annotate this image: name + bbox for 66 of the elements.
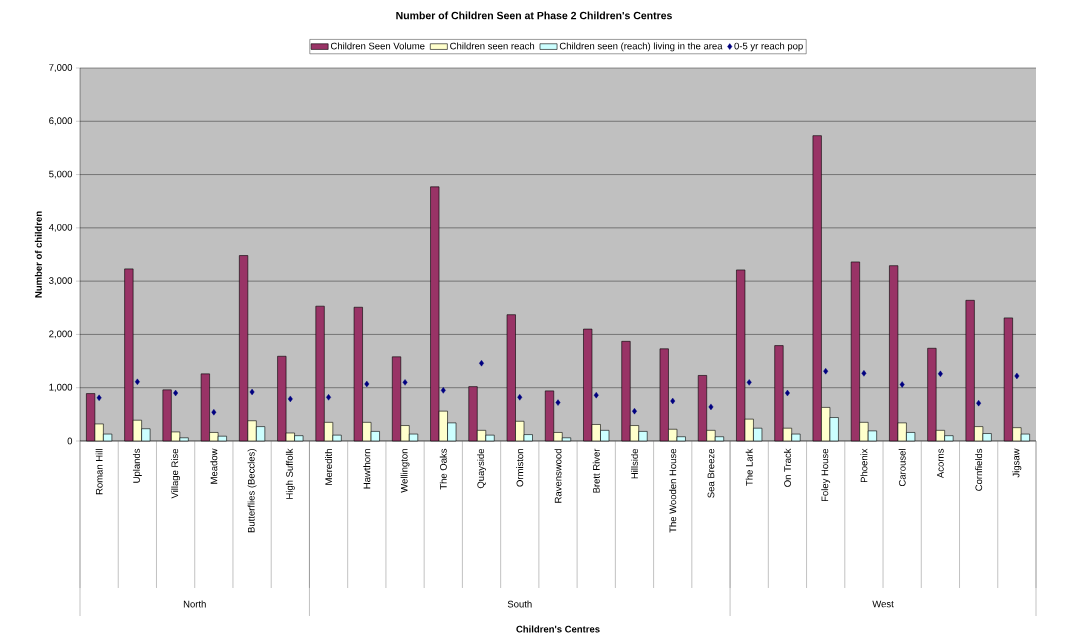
point <box>823 367 829 375</box>
point <box>784 389 790 397</box>
y-tick-label: 1,000 <box>49 383 73 392</box>
text: North <box>183 600 206 608</box>
text: Children's Centres <box>516 625 600 633</box>
y-tick-label: 5,000 <box>49 170 73 179</box>
y-tick-label: 7,000 <box>49 64 73 72</box>
y-axis-title: Number of children <box>34 211 42 298</box>
x-tick-label: Acorns <box>937 448 944 479</box>
point <box>287 395 293 403</box>
point <box>326 394 332 401</box>
y-tick-label: 2,000 <box>49 330 73 339</box>
y-tick-label: 6,000 <box>49 117 73 126</box>
x-tick-label: Sea Breeze <box>707 448 715 498</box>
point <box>670 397 676 405</box>
y-tick-label: 4,000 <box>48 223 73 232</box>
point <box>746 379 752 386</box>
x-tick-label: Phoenix <box>860 448 868 483</box>
x-tick-label: The Oaks <box>439 448 447 490</box>
point <box>134 378 140 386</box>
x-tick-label: Quayside <box>477 448 486 489</box>
point <box>899 381 905 388</box>
x-tick-label: Village Rise <box>171 448 181 499</box>
text: South <box>507 600 532 608</box>
chart-title: Number of Children Seen at Phase 2 Children's Centres <box>396 11 672 20</box>
point <box>96 394 102 402</box>
point <box>708 403 714 411</box>
point <box>1014 372 1020 380</box>
point <box>440 387 446 394</box>
x-tick-label: Cornfields <box>975 448 983 491</box>
x-tick-label: Meadow <box>210 448 218 484</box>
y-tick-label: 0 <box>67 437 73 445</box>
x-tick-label: Butterflies (Beccles) <box>247 449 257 533</box>
legend-label: Children seen (reach) living in the area <box>559 42 723 52</box>
text: West <box>872 600 894 608</box>
legend-label: Children seen reach <box>450 42 535 50</box>
point <box>861 370 867 377</box>
x-tick-label: The Wooden House <box>669 448 677 533</box>
x-tick-label: Brett River <box>592 448 600 493</box>
point <box>517 394 523 401</box>
point <box>976 399 982 407</box>
point <box>555 399 561 406</box>
x-tick-label: The Lark <box>745 448 753 486</box>
point <box>211 409 217 416</box>
x-tick-label: Meredith <box>325 449 333 485</box>
legend-label: Children Seen Volume <box>330 42 425 50</box>
legend-label: 0-5 yr reach pop <box>734 42 803 52</box>
point <box>593 391 599 399</box>
x-tick-label: High Suffolk <box>285 448 295 499</box>
point <box>364 380 370 388</box>
x-tick-label: Foley House <box>821 448 831 502</box>
point <box>402 379 408 386</box>
x-tick-label: Hillside <box>630 448 638 479</box>
point <box>937 370 943 378</box>
x-tick-label: Uplands <box>132 448 142 483</box>
x-tick-label: Carousel <box>898 449 906 487</box>
x-tick-label: Hawthorn <box>363 449 371 489</box>
x-tick-label: Roman Hill <box>95 449 103 495</box>
y-tick-label: 3,000 <box>49 277 73 286</box>
x-tick-label: On Track <box>783 448 791 487</box>
point <box>249 388 255 396</box>
x-tick-label: Jigsaw <box>1012 448 1022 478</box>
x-tick-label: Wellington <box>400 449 410 493</box>
x-tick-label: Ravenswood <box>554 449 562 503</box>
point <box>173 389 179 397</box>
x-tick-label: Ormiston <box>516 449 524 487</box>
